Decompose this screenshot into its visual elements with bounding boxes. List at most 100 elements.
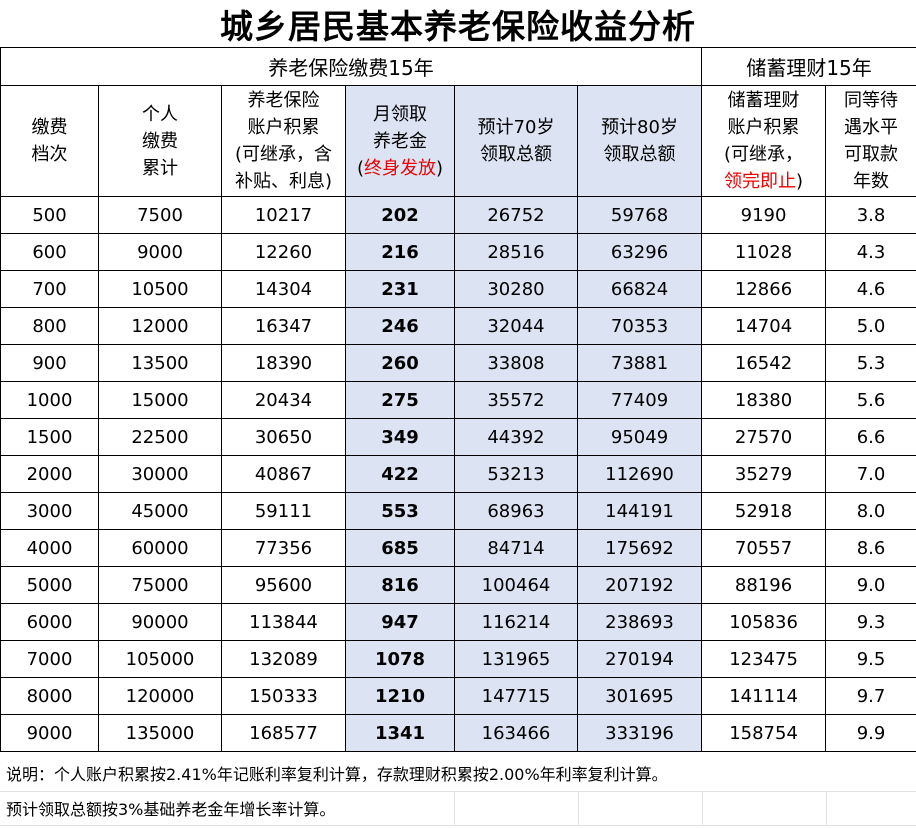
cell-years: 5.6 [825,381,916,419]
cell-monthly-pension: 231 [345,270,455,308]
cell-total-70: 26752 [454,196,578,234]
cell-personal-total: 9000 [98,233,222,271]
table-row: 6000 90000 113844 947 116214 238693 105836 9.3 [0,603,916,641]
cell-pension-account: 20434 [221,381,346,419]
cell-level: 5000 [0,566,99,604]
cell-total-70: 44392 [454,418,578,456]
table-row: 9000 135000 168577 1341 163466 333196 158754 9.… [0,714,916,752]
cell-level: 8000 [0,677,99,715]
cell-pension-account: 10217 [221,196,346,234]
header-monthly-pension: 月领取 养老金 (终身发放) [345,85,455,197]
cell-total-80: 70353 [576,307,703,345]
table-row: 1000 15000 20434 275 35572 77409 18380 5.6 [0,381,916,419]
cell-pension-account: 59111 [221,492,346,530]
cell-total-80: 207192 [576,566,703,604]
cell-level: 600 [0,233,99,271]
table-row: 1500 22500 30650 349 44392 95049 27570 6.6 [0,418,916,456]
cell-total-80: 59768 [576,196,703,234]
table-row: 3000 45000 59111 553 68963 144191 52918 8.0 [0,492,916,530]
cell-level: 900 [0,344,99,382]
cell-years: 9.7 [825,677,916,715]
cell-level: 7000 [0,640,99,678]
cell-total-70: 131965 [454,640,578,678]
cell-savings-account: 18380 [701,381,827,419]
cell-personal-total: 105000 [98,640,222,678]
cell-savings-account: 27570 [701,418,827,456]
table-row: 900 13500 18390 260 33808 73881 16542 5.3 [0,344,916,382]
cell-monthly-pension: 1210 [345,677,455,715]
cell-personal-total: 30000 [98,455,222,493]
cell-level: 800 [0,307,99,345]
cell-level: 500 [0,196,99,234]
divider [826,791,827,825]
note-growth: 预计领取总额按3%基础养老金年增长率计算。 [6,800,336,819]
cell-total-80: 238693 [576,603,703,641]
cell-pension-account: 113844 [221,603,346,641]
cell-total-80: 301695 [576,677,703,715]
cell-total-80: 270194 [576,640,703,678]
cell-years: 6.6 [825,418,916,456]
cell-savings-account: 52918 [701,492,827,530]
cell-level: 3000 [0,492,99,530]
cell-personal-total: 13500 [98,344,222,382]
cell-monthly-pension: 216 [345,233,455,271]
cell-savings-account: 11028 [701,233,827,271]
cell-monthly-pension: 422 [345,455,455,493]
cell-pension-account: 14304 [221,270,346,308]
cell-monthly-pension: 1341 [345,714,455,752]
cell-monthly-pension: 349 [345,418,455,456]
cell-level: 1000 [0,381,99,419]
cell-savings-account: 16542 [701,344,827,382]
cell-pension-account: 18390 [221,344,346,382]
cell-years: 3.8 [825,196,916,234]
cell-years: 4.3 [825,233,916,271]
header-savings-account: 储蓄理财 账户积累 (可继承， 领完即止) [701,85,827,197]
cell-total-70: 30280 [454,270,578,308]
table-row: 7000 105000 132089 1078 131965 270194 123475 9.… [0,640,916,678]
cell-personal-total: 90000 [98,603,222,641]
cell-personal-total: 120000 [98,677,222,715]
cell-personal-total: 7500 [98,196,222,234]
cell-years: 9.3 [825,603,916,641]
cell-pension-account: 40867 [221,455,346,493]
cell-total-80: 333196 [576,714,703,752]
cell-total-70: 32044 [454,307,578,345]
cell-total-70: 68963 [454,492,578,530]
cell-savings-account: 123475 [701,640,827,678]
cell-savings-account: 35279 [701,455,827,493]
cell-savings-account: 12866 [701,270,827,308]
cell-total-70: 53213 [454,455,578,493]
header-level: 缴费 档次 [0,85,99,197]
cell-total-70: 116214 [454,603,578,641]
cell-savings-account: 158754 [701,714,827,752]
until-depleted-label: 领完即止 [724,171,797,192]
cell-total-80: 66824 [576,270,703,308]
cell-personal-total: 22500 [98,418,222,456]
cell-personal-total: 12000 [98,307,222,345]
table-row: 600 9000 12260 216 28516 63296 11028 4.3 [0,233,916,271]
header-years: 同等待 遇水平 可取款 年数 [825,85,916,197]
cell-pension-account: 12260 [221,233,346,271]
cell-pension-account: 168577 [221,714,346,752]
cell-pension-account: 16347 [221,307,346,345]
cell-years: 5.0 [825,307,916,345]
cell-total-70: 35572 [454,381,578,419]
cell-total-80: 95049 [576,418,703,456]
header-personal-total: 个人 缴费 累计 [98,85,222,197]
table-row: 8000 120000 150333 1210 147715 301695 141114 9.… [0,677,916,715]
cell-years: 7.0 [825,455,916,493]
cell-pension-account: 150333 [221,677,346,715]
cell-pension-account: 132089 [221,640,346,678]
divider [454,791,455,825]
cell-monthly-pension: 685 [345,529,455,567]
cell-personal-total: 60000 [98,529,222,567]
cell-level: 9000 [0,714,99,752]
cell-total-80: 73881 [576,344,703,382]
cell-level: 700 [0,270,99,308]
divider [0,791,916,792]
cell-savings-account: 70557 [701,529,827,567]
cell-savings-account: 88196 [701,566,827,604]
cell-level: 1500 [0,418,99,456]
header-total-70: 预计70岁 领取总额 [454,85,578,197]
cell-total-80: 63296 [576,233,703,271]
